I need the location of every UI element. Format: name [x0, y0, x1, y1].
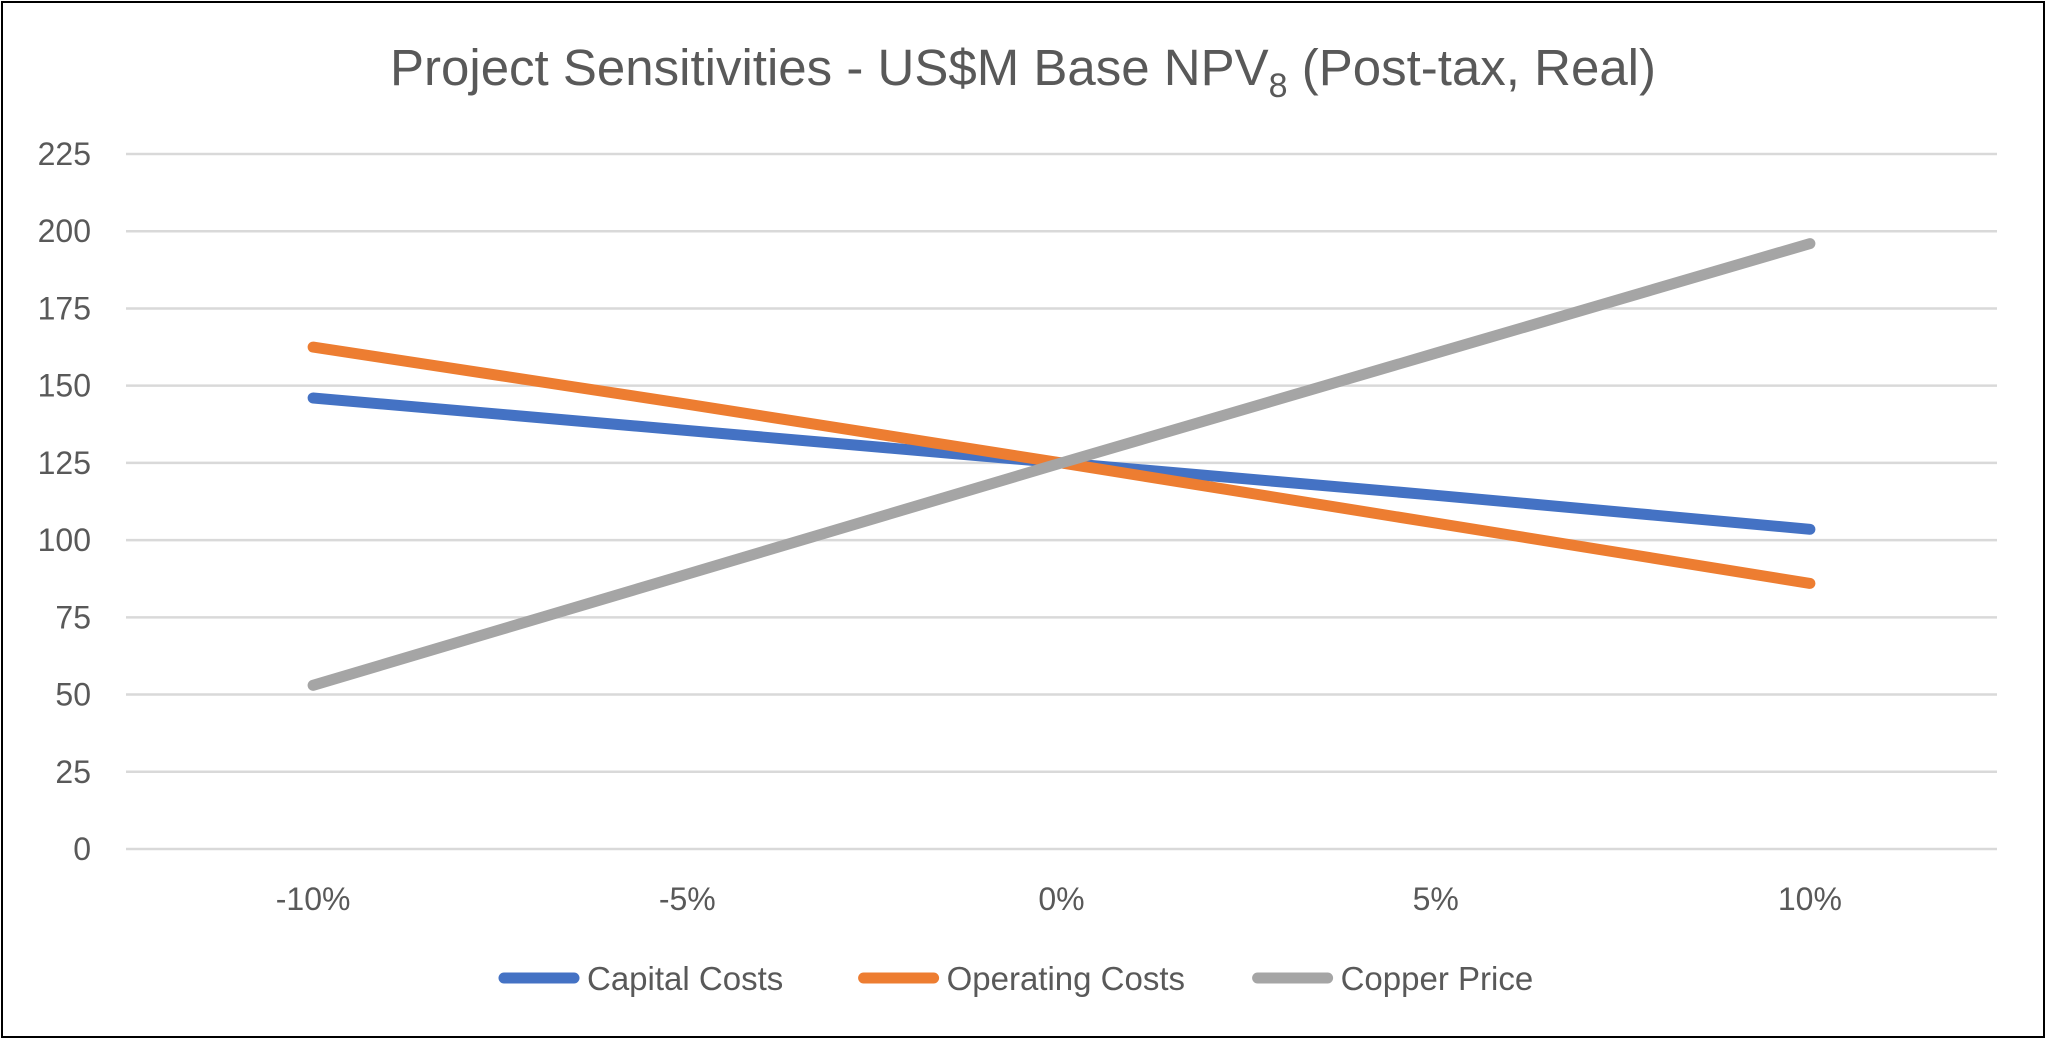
- y-tick-label-125: 125: [38, 445, 91, 481]
- y-tick-label-225: 225: [38, 136, 91, 172]
- chart-title-main: Project Sensitivities - US$M Base NPV: [390, 39, 1269, 96]
- chart-plot: 0 25 50 75 100 125 150 175 200 225 -10% -5% 0% 5% 10%…: [38, 136, 1997, 997]
- x-tick-label-3: 5%: [1413, 881, 1459, 917]
- y-tick-label-0: 0: [73, 831, 91, 867]
- y-tick-label-75: 75: [55, 599, 91, 635]
- legend-label-copper-price: Copper Price: [1341, 960, 1534, 997]
- series-line-copper-price: [307, 238, 1816, 691]
- y-tick-label-100: 100: [38, 522, 91, 558]
- y-axis-tick-labels: 0 25 50 75 100 125 150 175 200 225: [38, 136, 91, 867]
- chart-title-suffix: (Post-tax, Real): [1301, 39, 1656, 96]
- legend: Capital Costs Operating Costs Copper Price: [498, 960, 1534, 997]
- y-tick-label-200: 200: [38, 213, 91, 249]
- series-lines: [307, 238, 1816, 691]
- gridlines: [126, 152, 1997, 851]
- x-tick-label-1: -5%: [659, 881, 716, 917]
- y-tick-label-175: 175: [38, 290, 91, 326]
- chart-title: Project Sensitivities - US$M Base NPV8 (…: [3, 37, 2043, 107]
- x-tick-label-4: 10%: [1778, 881, 1842, 917]
- legend-label-operating-costs: Operating Costs: [947, 960, 1185, 997]
- y-tick-label-150: 150: [38, 368, 91, 404]
- x-axis-tick-labels: -10% -5% 0% 5% 10%: [276, 881, 1842, 917]
- legend-label-capital-costs: Capital Costs: [587, 960, 783, 997]
- x-tick-label-0: -10%: [276, 881, 351, 917]
- x-tick-label-2: 0%: [1038, 881, 1084, 917]
- y-tick-label-25: 25: [55, 754, 91, 790]
- y-tick-label-50: 50: [55, 677, 91, 713]
- chart-title-subscript: 8: [1268, 67, 1288, 105]
